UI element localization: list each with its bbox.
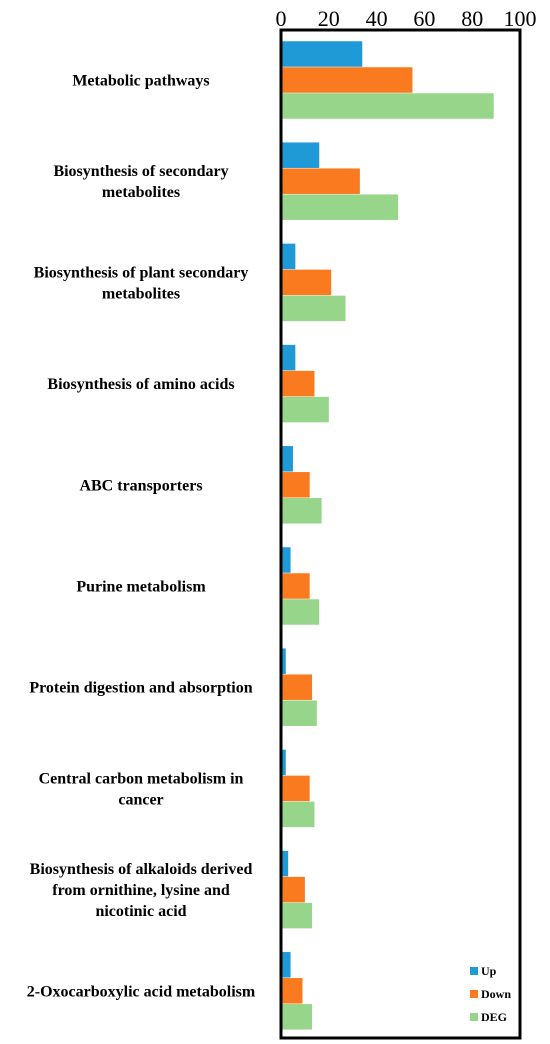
category-label: Biosynthesis of alkaloids derived	[30, 861, 253, 878]
legend-label-up: Up	[481, 964, 497, 978]
category-label: Biosynthesis of amino acids	[47, 376, 234, 393]
bar-up-6	[281, 648, 286, 674]
bar-down-8	[281, 876, 305, 903]
category-label: nicotinic acid	[95, 903, 186, 920]
bar-up-9	[281, 952, 291, 978]
category-label: Purine metabolism	[76, 579, 206, 596]
bar-deg-6	[281, 700, 317, 726]
bars-layer	[281, 41, 494, 1030]
category-label: ABC transporters	[79, 477, 202, 494]
bar-down-2	[281, 269, 332, 296]
bar-up-1	[281, 142, 320, 168]
category-label: Protein digestion and absorption	[29, 680, 252, 697]
legend: Up Down DEG	[470, 964, 511, 1024]
category-label: cancer	[118, 791, 163, 808]
category-label: Biosynthesis of secondary	[53, 163, 228, 180]
legend-swatch-down	[470, 990, 478, 998]
x-tick-label: 60	[413, 6, 435, 31]
bar-down-5	[281, 573, 310, 599]
legend-swatch-deg	[470, 1013, 478, 1021]
legend-swatch-up	[470, 967, 478, 975]
category-label: metabolites	[102, 285, 180, 302]
x-tick-label: 40	[366, 6, 388, 31]
bar-down-0	[281, 67, 413, 93]
bar-down-7	[281, 775, 310, 802]
bar-deg-7	[281, 801, 315, 828]
bar-down-9	[281, 978, 303, 1004]
bar-up-3	[281, 344, 296, 371]
bar-deg-3	[281, 396, 329, 423]
category-label: from ornithine, lysine and	[52, 882, 230, 899]
bar-deg-4	[281, 498, 322, 524]
category-label: Central carbon metabolism in	[39, 770, 244, 787]
bar-up-2	[281, 243, 296, 270]
bar-up-0	[281, 41, 363, 67]
category-label: Metabolic pathways	[72, 73, 209, 90]
bar-deg-1	[281, 194, 399, 220]
category-labels: Metabolic pathways Biosynthesis of second…	[27, 73, 256, 1001]
bar-up-5	[281, 547, 291, 573]
bar-down-1	[281, 168, 360, 194]
bar-up-4	[281, 446, 293, 472]
x-tick-label: 100	[504, 6, 537, 31]
bar-deg-0	[281, 93, 494, 119]
x-axis-ticks: 0 20 40 60 80 100	[276, 6, 537, 31]
bar-deg-2	[281, 295, 346, 322]
bar-deg-9	[281, 1004, 313, 1030]
bar-up-8	[281, 850, 289, 877]
category-label: 2-Oxocarboxylic acid metabolism	[27, 983, 256, 1000]
category-label: metabolites	[102, 184, 180, 201]
bar-deg-8	[281, 902, 313, 929]
x-tick-label: 20	[318, 6, 340, 31]
bar-down-6	[281, 674, 313, 700]
x-tick-label: 80	[461, 6, 483, 31]
x-tick-label: 0	[276, 6, 287, 31]
bar-up-7	[281, 749, 286, 776]
plot-area-frame	[279, 28, 522, 1040]
bar-deg-5	[281, 599, 320, 625]
category-label: Biosynthesis of plant secondary	[34, 264, 249, 281]
bar-down-3	[281, 370, 315, 397]
legend-label-deg: DEG	[481, 1010, 507, 1024]
legend-label-down: Down	[481, 987, 511, 1001]
bar-down-4	[281, 472, 310, 498]
